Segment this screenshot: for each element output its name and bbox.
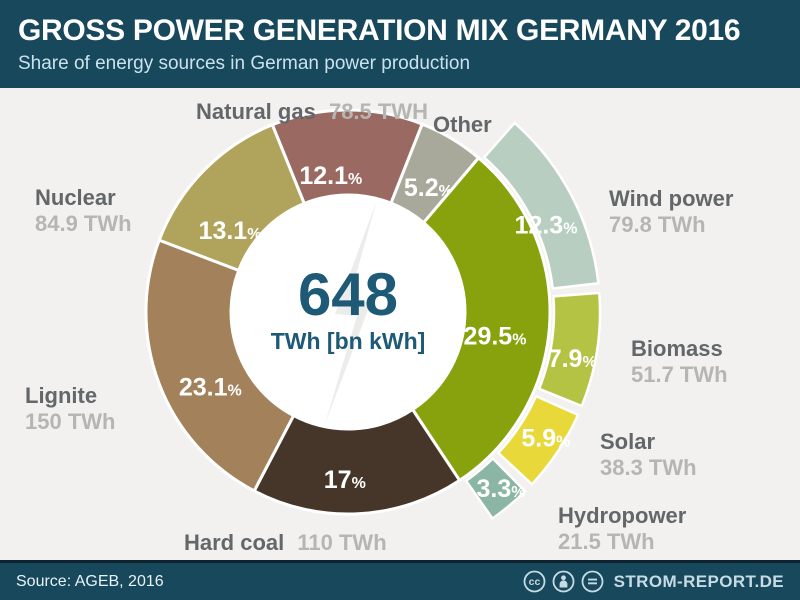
solar-name: Solar (600, 429, 656, 454)
no-derivatives-icon (581, 570, 604, 593)
sub-segment-solar (497, 394, 580, 486)
source-text: Source: AGEB, 2016 (16, 572, 164, 590)
percent-label-natural-gas: 12.1% (299, 162, 362, 190)
wind-power-value: 79.8 TWh (609, 212, 706, 237)
label-hard-coal: Hard coal 110 TWh (184, 530, 387, 556)
percent-label-hard-coal: 17% (324, 466, 366, 494)
footer-branding: cc STROM-REPORT.DE (523, 570, 784, 593)
natural-gas-value: 78.5 TWH (328, 99, 428, 124)
hard-coal-value: 110 TWh (297, 530, 387, 555)
percent-label-other: 5.2% (404, 174, 453, 202)
page-title: GROSS POWER GENERATION MIX GERMANY 2016 (18, 14, 741, 47)
lignite-name: Lignite (25, 383, 98, 408)
biomass-name: Biomass (631, 336, 723, 361)
percent-label-nuclear: 13.1% (199, 217, 262, 245)
donut-chart: 12.1% 5.2% 29.5% 17% 23.1% 13.1% 12.3% 7.9% 5.9%… (144, 108, 602, 520)
biomass-value: 51.7 TWh (631, 362, 728, 387)
wind-power-name: Wind power (609, 186, 734, 211)
label-lignite: Lignite 150 TWh (25, 383, 115, 435)
hydropower-value: 21.5 TWh (558, 529, 655, 554)
attribution-icon (552, 570, 575, 593)
percent-label-lignite: 23.1% (179, 374, 242, 402)
percent-label-solar: 5.9% (521, 425, 570, 453)
other-name: Other (433, 112, 492, 137)
site-name: STROM-REPORT.DE (613, 571, 784, 591)
svg-text:cc: cc (528, 576, 540, 588)
percent-label-biomass: 7.9% (548, 345, 597, 373)
label-wind-power: Wind power 79.8 TWh (609, 186, 733, 238)
label-nuclear: Nuclear 84.9 TWh (35, 185, 132, 237)
label-biomass: Biomass 51.7 TWh (631, 336, 728, 388)
label-natural-gas: Natural gas 78.5 TWH (196, 99, 428, 125)
header-bar: GROSS POWER GENERATION MIX GERMANY 2016 … (0, 0, 800, 88)
natural-gas-name: Natural gas (196, 99, 316, 124)
sub-segment-hydropower (464, 457, 527, 520)
solar-value: 38.3 TWh (600, 455, 697, 480)
hydropower-name: Hydropower (558, 503, 687, 528)
hard-coal-name: Hard coal (184, 530, 285, 555)
sub-segment-wind-power (482, 121, 600, 290)
percent-label-hydropower: 3.3% (477, 475, 526, 503)
nuclear-value: 84.9 TWh (35, 211, 132, 236)
lightning-bolt-watermark (325, 200, 377, 424)
cc-license-icon: cc (523, 570, 546, 593)
nuclear-name: Nuclear (35, 185, 116, 210)
page-subtitle: Share of energy sources in German power … (18, 53, 471, 74)
label-other: Other (433, 112, 492, 138)
footer-bar: Source: AGEB, 2016 cc STROM-REPORT.DE (0, 560, 800, 600)
percent-label-renewables: 29.5% (464, 322, 527, 350)
label-solar: Solar 38.3 TWh (600, 429, 697, 481)
label-hydropower: Hydropower 21.5 TWh (558, 503, 686, 555)
sub-segment-biomass (537, 291, 602, 408)
lignite-value: 150 TWh (25, 409, 116, 434)
percent-label-wind-power: 12.3% (515, 212, 578, 240)
